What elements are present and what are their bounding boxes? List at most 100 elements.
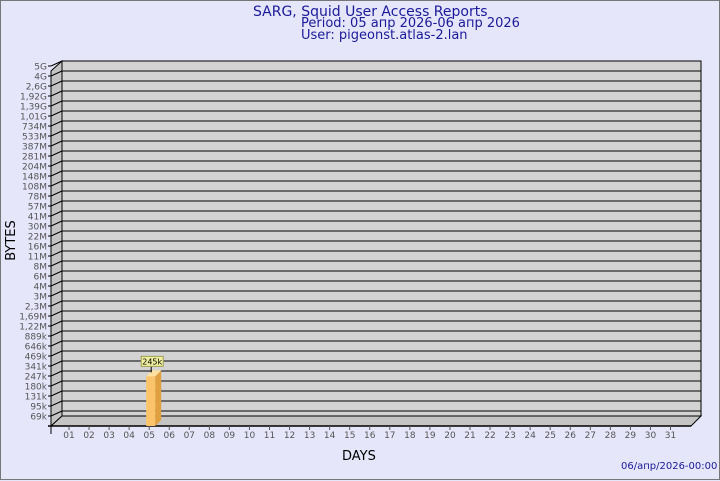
x-tick-label: 29 xyxy=(625,431,637,441)
data-label: 245k xyxy=(142,357,162,366)
x-tick-label: 21 xyxy=(464,431,475,441)
grid-diagonal xyxy=(50,150,63,157)
y-tick-label: 16M xyxy=(28,243,47,253)
y-tick-label: 889k xyxy=(25,333,48,343)
chart-user: User: pigeonst.atlas-2.lan xyxy=(301,28,468,43)
y-tick-label: 4M xyxy=(34,283,48,293)
x-tick-label: 17 xyxy=(384,431,395,441)
grid-diagonal xyxy=(50,180,63,187)
y-tick-label: 1,69M xyxy=(19,313,47,323)
grid-diagonal xyxy=(50,140,63,147)
y-tick-label: 469k xyxy=(25,353,48,363)
y-tick-label: 22M xyxy=(28,233,47,243)
y-tick-label: 734M xyxy=(22,123,47,133)
chart-period: Period: 05 апр 2026-06 апр 2026 xyxy=(301,16,520,31)
y-tick-label: 95k xyxy=(30,403,47,413)
footer-date: 06/апр/2026-00:00 xyxy=(621,461,718,472)
grid-diagonal xyxy=(50,340,63,347)
y-tick-label: 78M xyxy=(28,193,47,203)
chart-title: SARG, Squid User Access Reports xyxy=(253,4,488,20)
grid-diagonal xyxy=(50,130,63,137)
x-tick-label: 09 xyxy=(224,431,236,441)
grid-diagonal xyxy=(50,100,63,107)
grid-diagonal xyxy=(50,60,63,67)
x-tick-label: 22 xyxy=(484,431,495,441)
grid-diagonal xyxy=(50,70,63,77)
x-axis-label: DAYS xyxy=(342,449,376,464)
y-tick-label: 131k xyxy=(25,393,48,403)
x-tick-label: 31 xyxy=(665,431,676,441)
y-tick-label: 2,6G xyxy=(26,83,47,93)
x-tick-label: 12 xyxy=(284,431,295,441)
x-tick-label: 02 xyxy=(83,431,94,441)
grid-diagonal xyxy=(50,260,63,267)
grid-diagonal xyxy=(50,120,63,127)
y-tick-label: 204M xyxy=(22,163,47,173)
x-tick-label: 25 xyxy=(544,431,555,441)
data-label-box xyxy=(140,355,164,367)
grid-diagonal xyxy=(50,240,63,247)
y-tick-label: 533M xyxy=(22,133,47,143)
grid-diagonal xyxy=(50,280,63,287)
grid-diagonal xyxy=(50,380,63,387)
y-tick-label: 41M xyxy=(28,213,47,223)
bar-side xyxy=(155,370,162,426)
x-tick-label: 30 xyxy=(645,431,657,441)
x-tick-label: 19 xyxy=(424,431,436,441)
x-tick-label: 13 xyxy=(304,431,315,441)
y-tick-label: 2,3M xyxy=(25,303,47,313)
y-tick-label: 148M xyxy=(22,173,47,183)
grid-diagonal xyxy=(50,250,63,257)
grid-diagonal xyxy=(50,400,63,407)
x-tick-label: 05 xyxy=(143,431,154,441)
y-tick-label: 341k xyxy=(25,363,48,373)
x-tick-label: 26 xyxy=(565,431,577,441)
grid-diagonal xyxy=(50,230,63,237)
y-tick-label: 11M xyxy=(28,253,47,263)
grid-diagonal xyxy=(50,210,63,217)
grid-diagonal xyxy=(50,390,63,397)
x-tick-label: 18 xyxy=(404,431,416,441)
x-tick-label: 10 xyxy=(244,431,256,441)
x-tick-label: 11 xyxy=(264,431,275,441)
bar xyxy=(146,376,156,426)
x-tick-label: 24 xyxy=(524,431,536,441)
y-tick-label: 281M xyxy=(22,153,47,163)
grid-diagonal xyxy=(50,310,63,317)
grid-diagonal xyxy=(50,360,63,367)
grid-diagonal xyxy=(50,200,63,207)
y-tick-label: 180k xyxy=(25,383,48,393)
bar-top xyxy=(146,370,162,377)
x-tick-label: 28 xyxy=(605,431,617,441)
grid-diagonal xyxy=(50,350,63,357)
y-tick-label: 646k xyxy=(25,343,48,353)
grid-diagonal xyxy=(50,160,63,167)
grid-diagonal xyxy=(50,270,63,277)
back-wall xyxy=(61,60,702,417)
grid-diagonal xyxy=(50,410,63,417)
y-tick-label: 69k xyxy=(30,413,47,423)
y-tick-label: 108M xyxy=(22,183,47,193)
grid-diagonal xyxy=(50,80,63,87)
x-tick-label: 20 xyxy=(444,431,456,441)
grid-diagonal xyxy=(50,330,63,337)
x-tick-label: 06 xyxy=(164,431,176,441)
grid-diagonal xyxy=(50,370,63,377)
grid-diagonal xyxy=(50,290,63,297)
x-tick-label: 01 xyxy=(63,431,74,441)
y-tick-label: 1,01G xyxy=(20,113,47,123)
grid-diagonal xyxy=(50,90,63,97)
x-tick-label: 04 xyxy=(123,431,135,441)
y-tick-label: 1,39G xyxy=(20,103,47,113)
y-tick-label: 6M xyxy=(34,273,48,283)
x-tick-label: 14 xyxy=(324,431,336,441)
x-tick-label: 16 xyxy=(364,431,376,441)
y-tick-label: 4G xyxy=(34,73,47,83)
grid-diagonal xyxy=(50,190,63,197)
x-tick-label: 03 xyxy=(103,431,114,441)
y-tick-label: 247k xyxy=(25,373,48,383)
y-tick-label: 387M xyxy=(22,143,47,153)
x-tick-label: 07 xyxy=(184,431,195,441)
x-tick-label: 08 xyxy=(204,431,216,441)
